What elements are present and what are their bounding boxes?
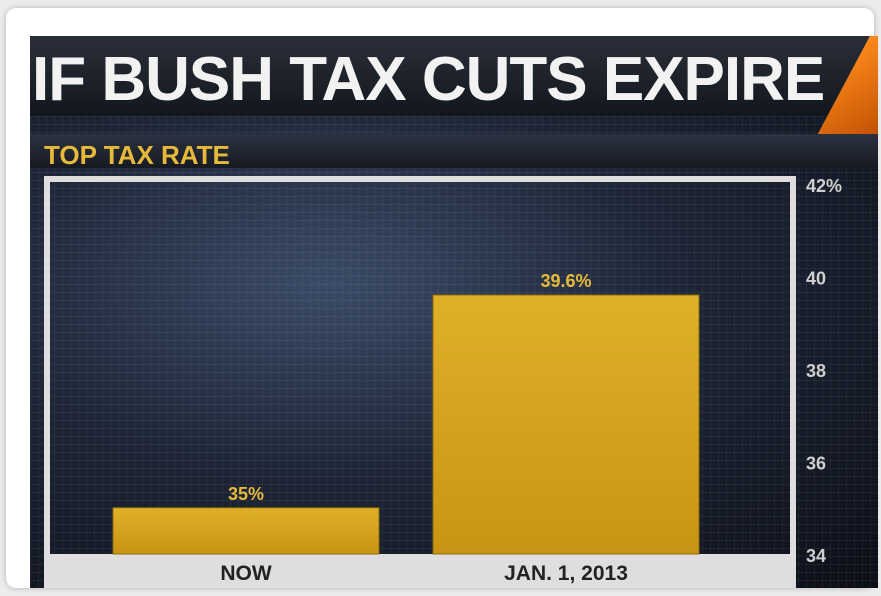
category-label-1: JAN. 1, 2013 — [504, 562, 628, 585]
y-tick-label-2: 38 — [806, 361, 826, 381]
bar-1 — [432, 294, 700, 555]
category-axis-strip — [44, 554, 796, 588]
y-tick-label-1: 36 — [806, 454, 826, 474]
title-band: IF BUSH TAX CUTS EXPIRE — [30, 36, 878, 156]
plot-border — [44, 176, 796, 580]
chart-subtitle: TOP TAX RATE — [44, 140, 230, 170]
y-tick-label-4: 42% — [806, 176, 842, 196]
tv-graphic: IF BUSH TAX CUTS EXPIRE TOP TAX RATE 34 3… — [30, 36, 878, 588]
y-tick-label-3: 40 — [806, 269, 826, 289]
subtitle-bar — [30, 134, 878, 168]
bar-chart: 34 36 38 40 42% 35% NOW 39.6% JAN. 1, 2013 — [44, 176, 842, 588]
bar-value-label-1: 39.6% — [540, 271, 591, 291]
chart-title: IF BUSH TAX CUTS EXPIRE — [32, 45, 825, 114]
image-frame: IF BUSH TAX CUTS EXPIRE TOP TAX RATE 34 3… — [6, 8, 878, 588]
y-tick-label-0: 34 — [806, 546, 826, 566]
bar-0 — [112, 507, 380, 555]
category-label-0: NOW — [220, 562, 272, 585]
bar-value-label-0: 35% — [228, 484, 264, 504]
